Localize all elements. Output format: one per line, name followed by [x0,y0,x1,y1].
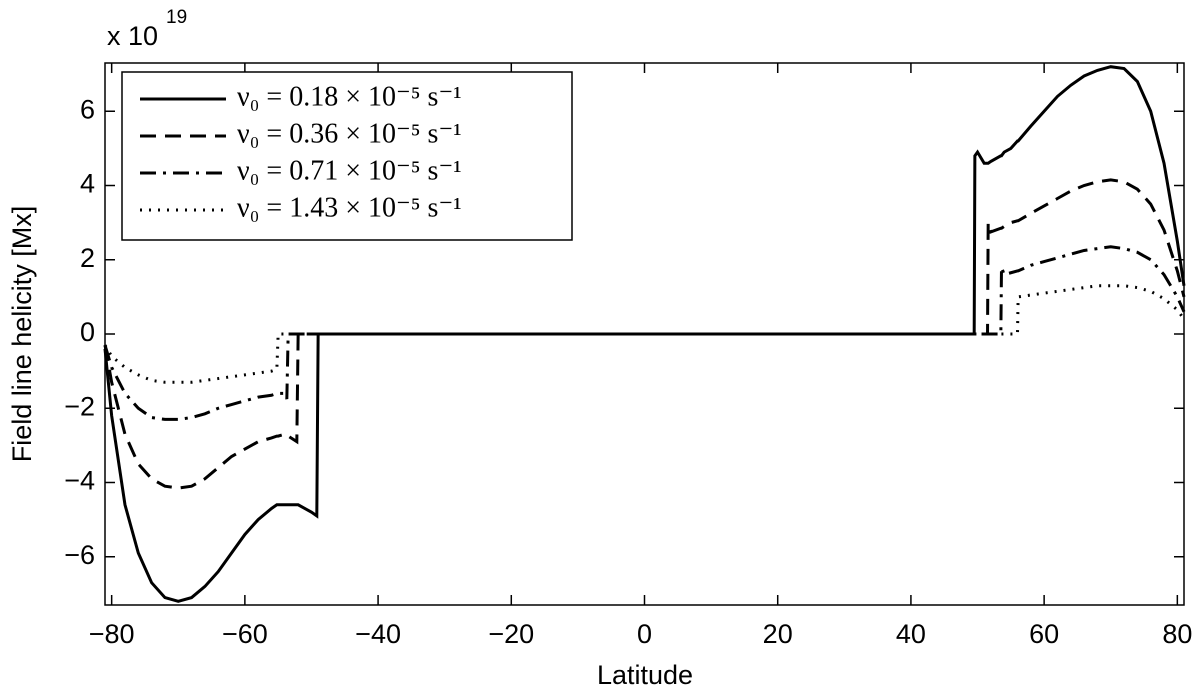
legend-label: ν₀ = 0.36 × 10⁻⁵ s⁻¹ [237,118,462,149]
x-tick-label: 20 [763,619,793,649]
legend-label: ν₀ = 1.43 × 10⁻⁵ s⁻¹ [237,192,462,223]
series-line [103,178,1186,490]
y-tick-label: −2 [64,391,95,421]
series-line [103,245,1186,421]
x-tick-label: −20 [488,619,534,649]
x-axis-label: Latitude [597,660,693,690]
y-tick-label: 4 [80,169,95,199]
x-tick-label: 80 [1162,619,1192,649]
y-tick-label: −4 [64,466,95,496]
y-tick-label: 6 [80,94,95,124]
x-tick-label: −40 [355,619,401,649]
y-tick-label: 2 [80,243,95,273]
x-tick-label: −80 [89,619,135,649]
legend-label: ν₀ = 0.18 × 10⁻⁵ s⁻¹ [237,81,462,112]
y-tick-label: −6 [64,540,95,570]
x-tick-label: −60 [222,619,268,649]
x-tick-label: 60 [1029,619,1059,649]
legend-label: ν₀ = 0.71 × 10⁻⁵ s⁻¹ [237,155,462,186]
multiplier: x 10 [107,21,158,51]
x-tick-label: 0 [637,619,652,649]
x-tick-label: 40 [896,619,926,649]
multiplier-exponent: 19 [166,7,187,28]
series-line [103,284,1186,384]
y-tick-label: 0 [80,317,95,347]
y-axis-label: Field line helicity [Mx] [7,206,37,463]
